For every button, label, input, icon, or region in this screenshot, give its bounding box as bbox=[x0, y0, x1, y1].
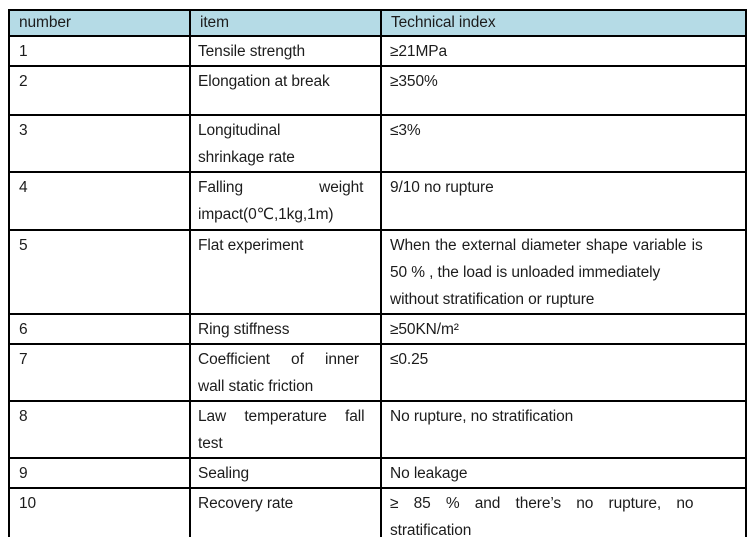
cell-index: No leakage bbox=[380, 457, 747, 489]
cell-index: ≥350% bbox=[380, 65, 747, 116]
header-number: number bbox=[8, 9, 191, 37]
cell-index: ≤0.25 bbox=[380, 343, 747, 402]
table-row: 4 Falling weight impact(0℃,1kg,1m) 9/10 … bbox=[8, 171, 747, 231]
table-row: 9 Sealing No leakage bbox=[8, 457, 747, 489]
cell-number: 2 bbox=[8, 65, 191, 116]
table-row: 10 Recovery rate ≥ 85 % and there’s no r… bbox=[8, 487, 747, 537]
cell-item: Ring stiffness bbox=[189, 313, 382, 345]
header-technical-index: Technical index bbox=[380, 9, 747, 37]
table-header-row: number item Technical index bbox=[8, 9, 747, 37]
cell-item: Coefficient of inner wall static frictio… bbox=[189, 343, 382, 402]
cell-item: Sealing bbox=[189, 457, 382, 489]
cell-index: ≥21MPa bbox=[380, 35, 747, 67]
header-item: item bbox=[189, 9, 382, 37]
cell-item: Elongation at break bbox=[189, 65, 382, 116]
table-row: 3 Longitudinal shrinkage rate ≤3% bbox=[8, 114, 747, 173]
table-row: 1 Tensile strength ≥21MPa bbox=[8, 35, 747, 67]
table-row: 6 Ring stiffness ≥50KN/m² bbox=[8, 313, 747, 345]
cell-item: Law temperature fall test bbox=[189, 400, 382, 459]
cell-number: 9 bbox=[8, 457, 191, 489]
cell-index: ≥50KN/m² bbox=[380, 313, 747, 345]
cell-number: 4 bbox=[8, 171, 191, 231]
cell-item: Longitudinal shrinkage rate bbox=[189, 114, 382, 173]
cell-number: 7 bbox=[8, 343, 191, 402]
technical-index-table: number item Technical index 1 Tensile st… bbox=[8, 9, 747, 537]
cell-number: 5 bbox=[8, 229, 191, 315]
cell-number: 3 bbox=[8, 114, 191, 173]
cell-item: Recovery rate bbox=[189, 487, 382, 537]
table-row: 8 Law temperature fall test No rupture, … bbox=[8, 400, 747, 459]
cell-number: 8 bbox=[8, 400, 191, 459]
cell-index: 9/10 no rupture bbox=[380, 171, 747, 231]
cell-number: 1 bbox=[8, 35, 191, 67]
table-row: 5 Flat experiment When the external diam… bbox=[8, 229, 747, 315]
cell-item: Tensile strength bbox=[189, 35, 382, 67]
cell-index: When the external diameter shape variabl… bbox=[380, 229, 747, 315]
cell-item: Falling weight impact(0℃,1kg,1m) bbox=[189, 171, 382, 231]
cell-index: No rupture, no stratification bbox=[380, 400, 747, 459]
cell-index: ≥ 85 % and there’s no rupture, no strati… bbox=[380, 487, 747, 537]
table-row: 2 Elongation at break ≥350% bbox=[8, 65, 747, 116]
cell-number: 10 bbox=[8, 487, 191, 537]
cell-index: ≤3% bbox=[380, 114, 747, 173]
cell-number: 6 bbox=[8, 313, 191, 345]
table-row: 7 Coefficient of inner wall static frict… bbox=[8, 343, 747, 402]
cell-item: Flat experiment bbox=[189, 229, 382, 315]
